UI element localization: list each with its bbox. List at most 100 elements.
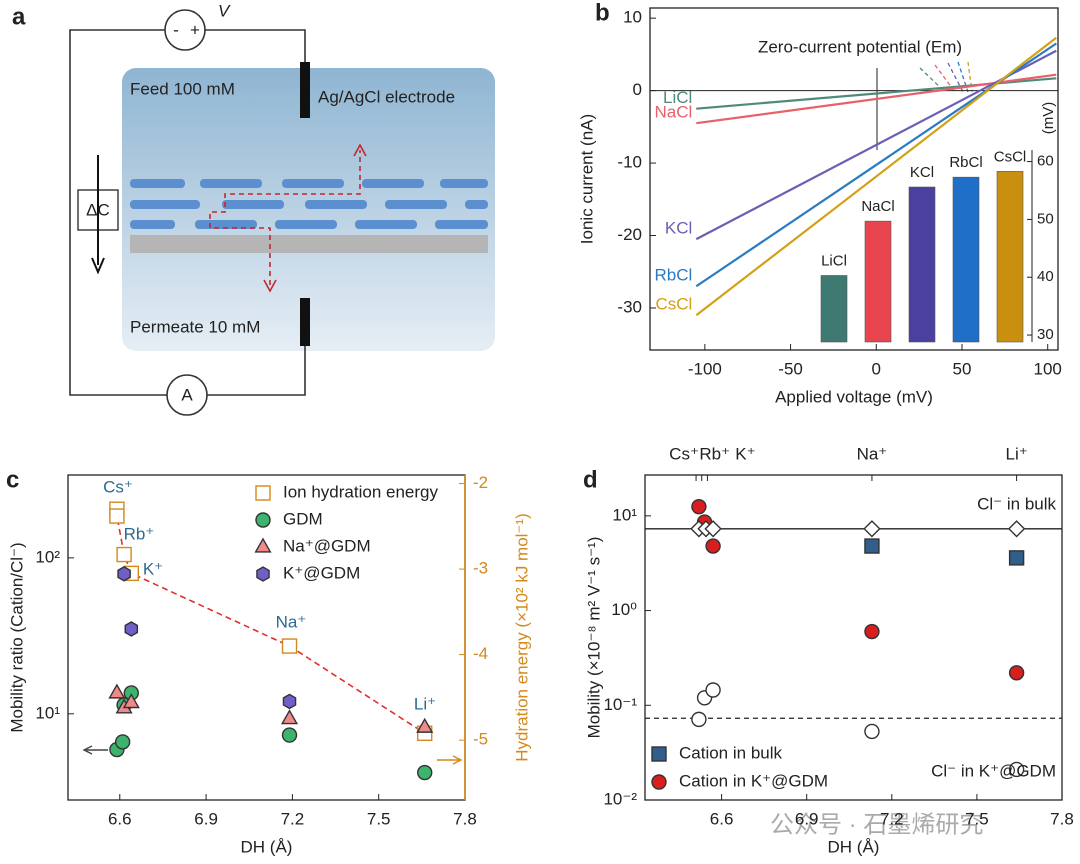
panel-label: b xyxy=(595,0,610,26)
marker xyxy=(1008,665,1025,681)
line xyxy=(695,49,1057,241)
series-label: CsCl xyxy=(655,295,692,314)
bar xyxy=(952,176,980,343)
line xyxy=(696,73,1057,125)
ammeter xyxy=(166,374,208,416)
watermark: 公众号 · 石墨烯研究 xyxy=(770,811,983,838)
x-tick-label: 100 xyxy=(1034,359,1062,378)
inset-y-tick-label: 30 xyxy=(1037,326,1054,343)
top-tick-label: K⁺ xyxy=(735,444,755,463)
y-tick-label: 10⁰ xyxy=(611,600,637,619)
permeate-label: Permeate 10 mM xyxy=(130,317,260,336)
bar xyxy=(864,220,892,343)
legend-label: Cation in K⁺@GDM xyxy=(679,771,828,790)
minus-sign: - xyxy=(173,20,179,39)
y-tick-label: -20 xyxy=(617,225,642,244)
marker xyxy=(705,538,721,554)
electrode xyxy=(300,298,310,346)
ion-label: K⁺ xyxy=(143,559,163,578)
ion-label: Li⁺ xyxy=(414,694,436,713)
y2-axis-label: Hydration energy (×10² kJ mol⁻¹) xyxy=(512,513,531,761)
ion-arrow xyxy=(263,143,367,293)
marker xyxy=(108,683,126,699)
y-tick-label: 10 xyxy=(623,8,642,27)
y-tick-label: -30 xyxy=(617,297,642,316)
axis-arrow xyxy=(437,755,463,765)
y-tick-label: 10² xyxy=(35,547,60,566)
ion-label: Cs⁺ xyxy=(103,477,133,496)
bar-label: NaCl xyxy=(861,198,894,215)
y2-tick-label: -3 xyxy=(473,559,488,578)
marker xyxy=(109,508,125,524)
marker xyxy=(651,774,667,790)
layers xyxy=(130,179,488,229)
x-tick-label: -100 xyxy=(688,359,722,378)
annotation: Zero-current potential (Em) xyxy=(758,37,962,56)
y-tick-label: 10¹ xyxy=(35,703,60,722)
x-axis-label: Applied voltage (mV) xyxy=(775,387,933,406)
marker xyxy=(704,520,722,538)
cell xyxy=(122,68,495,351)
marker xyxy=(1008,761,1025,778)
top-tick-label: Na⁺ xyxy=(857,444,888,463)
bar-label: KCl xyxy=(910,164,934,181)
marker xyxy=(255,512,271,528)
marker xyxy=(124,621,139,637)
marker xyxy=(282,693,297,710)
series-label: NaCl xyxy=(654,103,692,122)
line xyxy=(695,36,1057,317)
y-tick-label: 0 xyxy=(633,80,642,99)
x-tick-label: 7.8 xyxy=(1050,809,1074,828)
marker xyxy=(417,764,433,781)
panel-label: c xyxy=(6,466,19,493)
axis-arrow xyxy=(82,745,108,755)
plot-frame xyxy=(644,474,1063,801)
marker xyxy=(280,709,299,725)
substrate xyxy=(130,235,488,253)
bar-label: CsCl xyxy=(994,148,1027,165)
marker xyxy=(651,746,667,762)
x-tick-label: 7.5 xyxy=(367,809,391,828)
legend-label: Ion hydration energy xyxy=(283,482,438,501)
marker xyxy=(864,538,880,554)
y2-tick-label: -4 xyxy=(473,644,488,663)
inset-y-label: (mV) xyxy=(1040,102,1057,135)
legend-label: Na⁺@GDM xyxy=(283,536,371,555)
marker xyxy=(116,546,132,563)
bar-label: RbCl xyxy=(949,154,982,171)
bar xyxy=(996,171,1024,343)
x-tick-label: 6.9 xyxy=(194,809,218,828)
wire xyxy=(69,29,306,396)
marker xyxy=(691,498,707,515)
x-tick-label: 0 xyxy=(872,359,881,378)
voltmeter xyxy=(164,9,206,51)
y-tick-label: 10¹ xyxy=(612,505,637,524)
x-axis-label: DH (Å) xyxy=(828,837,880,856)
bar xyxy=(820,275,848,343)
y2-tick-label: -2 xyxy=(473,473,488,492)
ammeter-label: A xyxy=(181,385,193,404)
top-tick-label: Cs⁺ xyxy=(669,444,699,463)
marker xyxy=(254,537,272,553)
marker xyxy=(416,717,434,733)
x-tick-label: 6.6 xyxy=(108,809,132,828)
marker xyxy=(122,693,140,709)
series-annotation: Cl⁻ in bulk xyxy=(977,494,1056,513)
y-axis-label: Mobility ratio (Cation/Cl⁻) xyxy=(7,542,26,732)
ion-label: Rb⁺ xyxy=(124,524,155,543)
marker xyxy=(114,734,131,750)
x-tick-label: 7.5 xyxy=(965,809,989,828)
series-label: KCl xyxy=(665,219,692,238)
marker xyxy=(705,682,721,698)
y2-tick-label: -5 xyxy=(473,730,488,749)
marker xyxy=(281,727,298,743)
plot-frame xyxy=(649,7,1059,351)
ion-label: Na⁺ xyxy=(276,612,307,631)
x-tick-label: 7.8 xyxy=(453,809,477,828)
arrow xyxy=(91,155,105,275)
marker xyxy=(864,723,880,740)
top-tick-label: Rb⁺ xyxy=(699,444,730,463)
legend-label: K⁺@GDM xyxy=(283,563,360,582)
electrode-label: Ag/AgCl electrode xyxy=(318,87,455,106)
x-axis-label: DH (Å) xyxy=(241,837,293,856)
